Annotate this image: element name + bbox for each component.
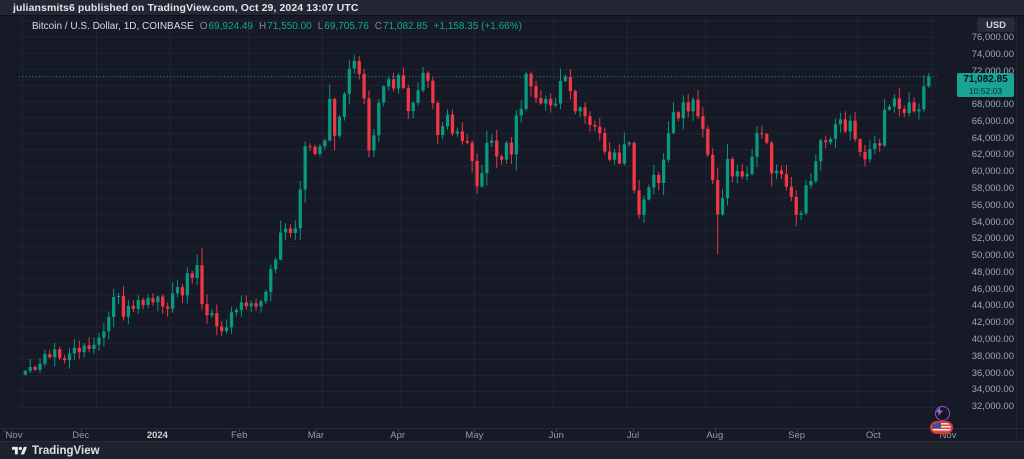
time-axis-tick	[157, 429, 159, 432]
chart-pane[interactable]: Bitcoin / U.S. Dollar, 1D, COINBASE O 69…	[0, 17, 956, 434]
chart-legend: Bitcoin / U.S. Dollar, 1D, COINBASE O 69…	[32, 21, 522, 32]
time-axis-label: Jul	[626, 430, 640, 441]
price-axis-label: 38,000.00	[971, 350, 1014, 362]
time-axis-tick	[714, 429, 716, 432]
footer-bar: TradingView	[0, 441, 1024, 459]
price-axis-label: 58,000.00	[971, 183, 1014, 194]
time-axis-tick	[873, 429, 875, 432]
time-axis-label: 2024	[146, 430, 168, 441]
boost-lightning-icon[interactable]	[935, 406, 950, 421]
ohlc-open-label: O	[199, 21, 208, 32]
price-axis-label: 52,000.00	[971, 233, 1014, 245]
ohlc-low-value: 69,705.76	[324, 21, 369, 32]
time-axis[interactable]: Nov Dec 2024 Feb Mar Apr May Jun Jul Aug Sep Oct Nov	[0, 428, 1024, 441]
price-axis-label: 32,000.00	[971, 401, 1014, 412]
tradingview-logo-icon[interactable]	[12, 445, 27, 457]
us-flag-reaction-icon[interactable]	[930, 421, 953, 434]
price-axis-label: 66,000.00	[971, 115, 1014, 127]
time-axis-label: Nov	[5, 430, 23, 441]
time-axis-tick	[474, 429, 476, 432]
candlestick-chart[interactable]	[0, 17, 956, 428]
price-axis-label: 64,000.00	[971, 132, 1014, 144]
price-axis-label: 46,000.00	[971, 283, 1014, 295]
time-axis-label: Nov	[939, 430, 957, 441]
time-axis-label: Mar	[307, 430, 325, 441]
time-axis-tick	[315, 429, 317, 432]
time-axis-label: Oct	[865, 430, 881, 441]
price-axis-label: 34,000.00	[971, 384, 1014, 396]
ohlc-high-value: 71,550.00	[267, 21, 312, 32]
bar-countdown: 10:52:03	[968, 86, 1003, 96]
last-price-value: 71,082.85	[963, 74, 1008, 85]
time-axis-tick	[80, 429, 82, 432]
price-axis-label: 50,000.00	[971, 250, 1014, 261]
price-axis-label: 68,000.00	[971, 99, 1014, 111]
time-axis-tick	[397, 429, 399, 432]
time-axis-label: Feb	[231, 430, 248, 441]
time-axis-label: May	[465, 430, 484, 441]
price-axis-label: 72,000.00	[971, 65, 1014, 77]
last-price-badge: 71,082.85 10:52:03	[957, 73, 1014, 97]
published-info-bar: juliansmits6 published on TradingView.co…	[0, 0, 1024, 16]
ohlc-close-value: 71,082.85	[383, 21, 428, 32]
lightning-glyph	[936, 407, 943, 416]
price-axis-label: 42,000.00	[971, 317, 1014, 329]
price-axis-label: 76,000.00	[971, 32, 1014, 43]
time-axis-tick	[239, 429, 241, 432]
price-axis-label: 60,000.00	[971, 166, 1014, 178]
price-axis-label: 62,000.00	[971, 149, 1014, 161]
currency-unit-button[interactable]: USD	[977, 18, 1015, 32]
price-axis-label: 40,000.00	[971, 333, 1014, 345]
flag-canton	[932, 423, 941, 428]
price-axis-label: 48,000.00	[971, 266, 1014, 278]
time-axis-label: Sep	[788, 430, 806, 441]
price-axis-label: 56,000.00	[971, 199, 1014, 211]
change-value: +1,158.35 (+1.66%)	[433, 21, 522, 32]
price-axis-label: 44,000.00	[971, 300, 1014, 312]
time-axis-label: Jun	[548, 430, 564, 441]
time-axis-tick	[796, 429, 798, 432]
time-axis-label: Aug	[706, 430, 724, 441]
price-axis-label: 74,000.00	[971, 48, 1014, 60]
time-axis-tick	[4, 429, 5, 432]
ohlc-high-label: H	[259, 21, 267, 32]
time-axis-label: Apr	[390, 430, 406, 441]
tradingview-brand-text[interactable]: TradingView	[32, 444, 100, 457]
price-axis-label: 36,000.00	[971, 367, 1014, 379]
ohlc-open-value: 69,924.49	[208, 21, 254, 32]
symbol-title[interactable]: Bitcoin / U.S. Dollar, 1D, COINBASE	[32, 21, 194, 32]
time-axis-tick	[633, 429, 634, 432]
time-axis-tick	[556, 429, 558, 432]
price-axis-label: 54,000.00	[971, 216, 1014, 228]
published-info-text: juliansmits6 published on TradingView.co…	[13, 1, 359, 14]
ohlc-low-label: L	[317, 21, 324, 32]
axis-right-border	[1016, 17, 1017, 441]
time-axis-label: Dec	[72, 430, 90, 441]
ohlc-close-label: C	[374, 21, 383, 32]
